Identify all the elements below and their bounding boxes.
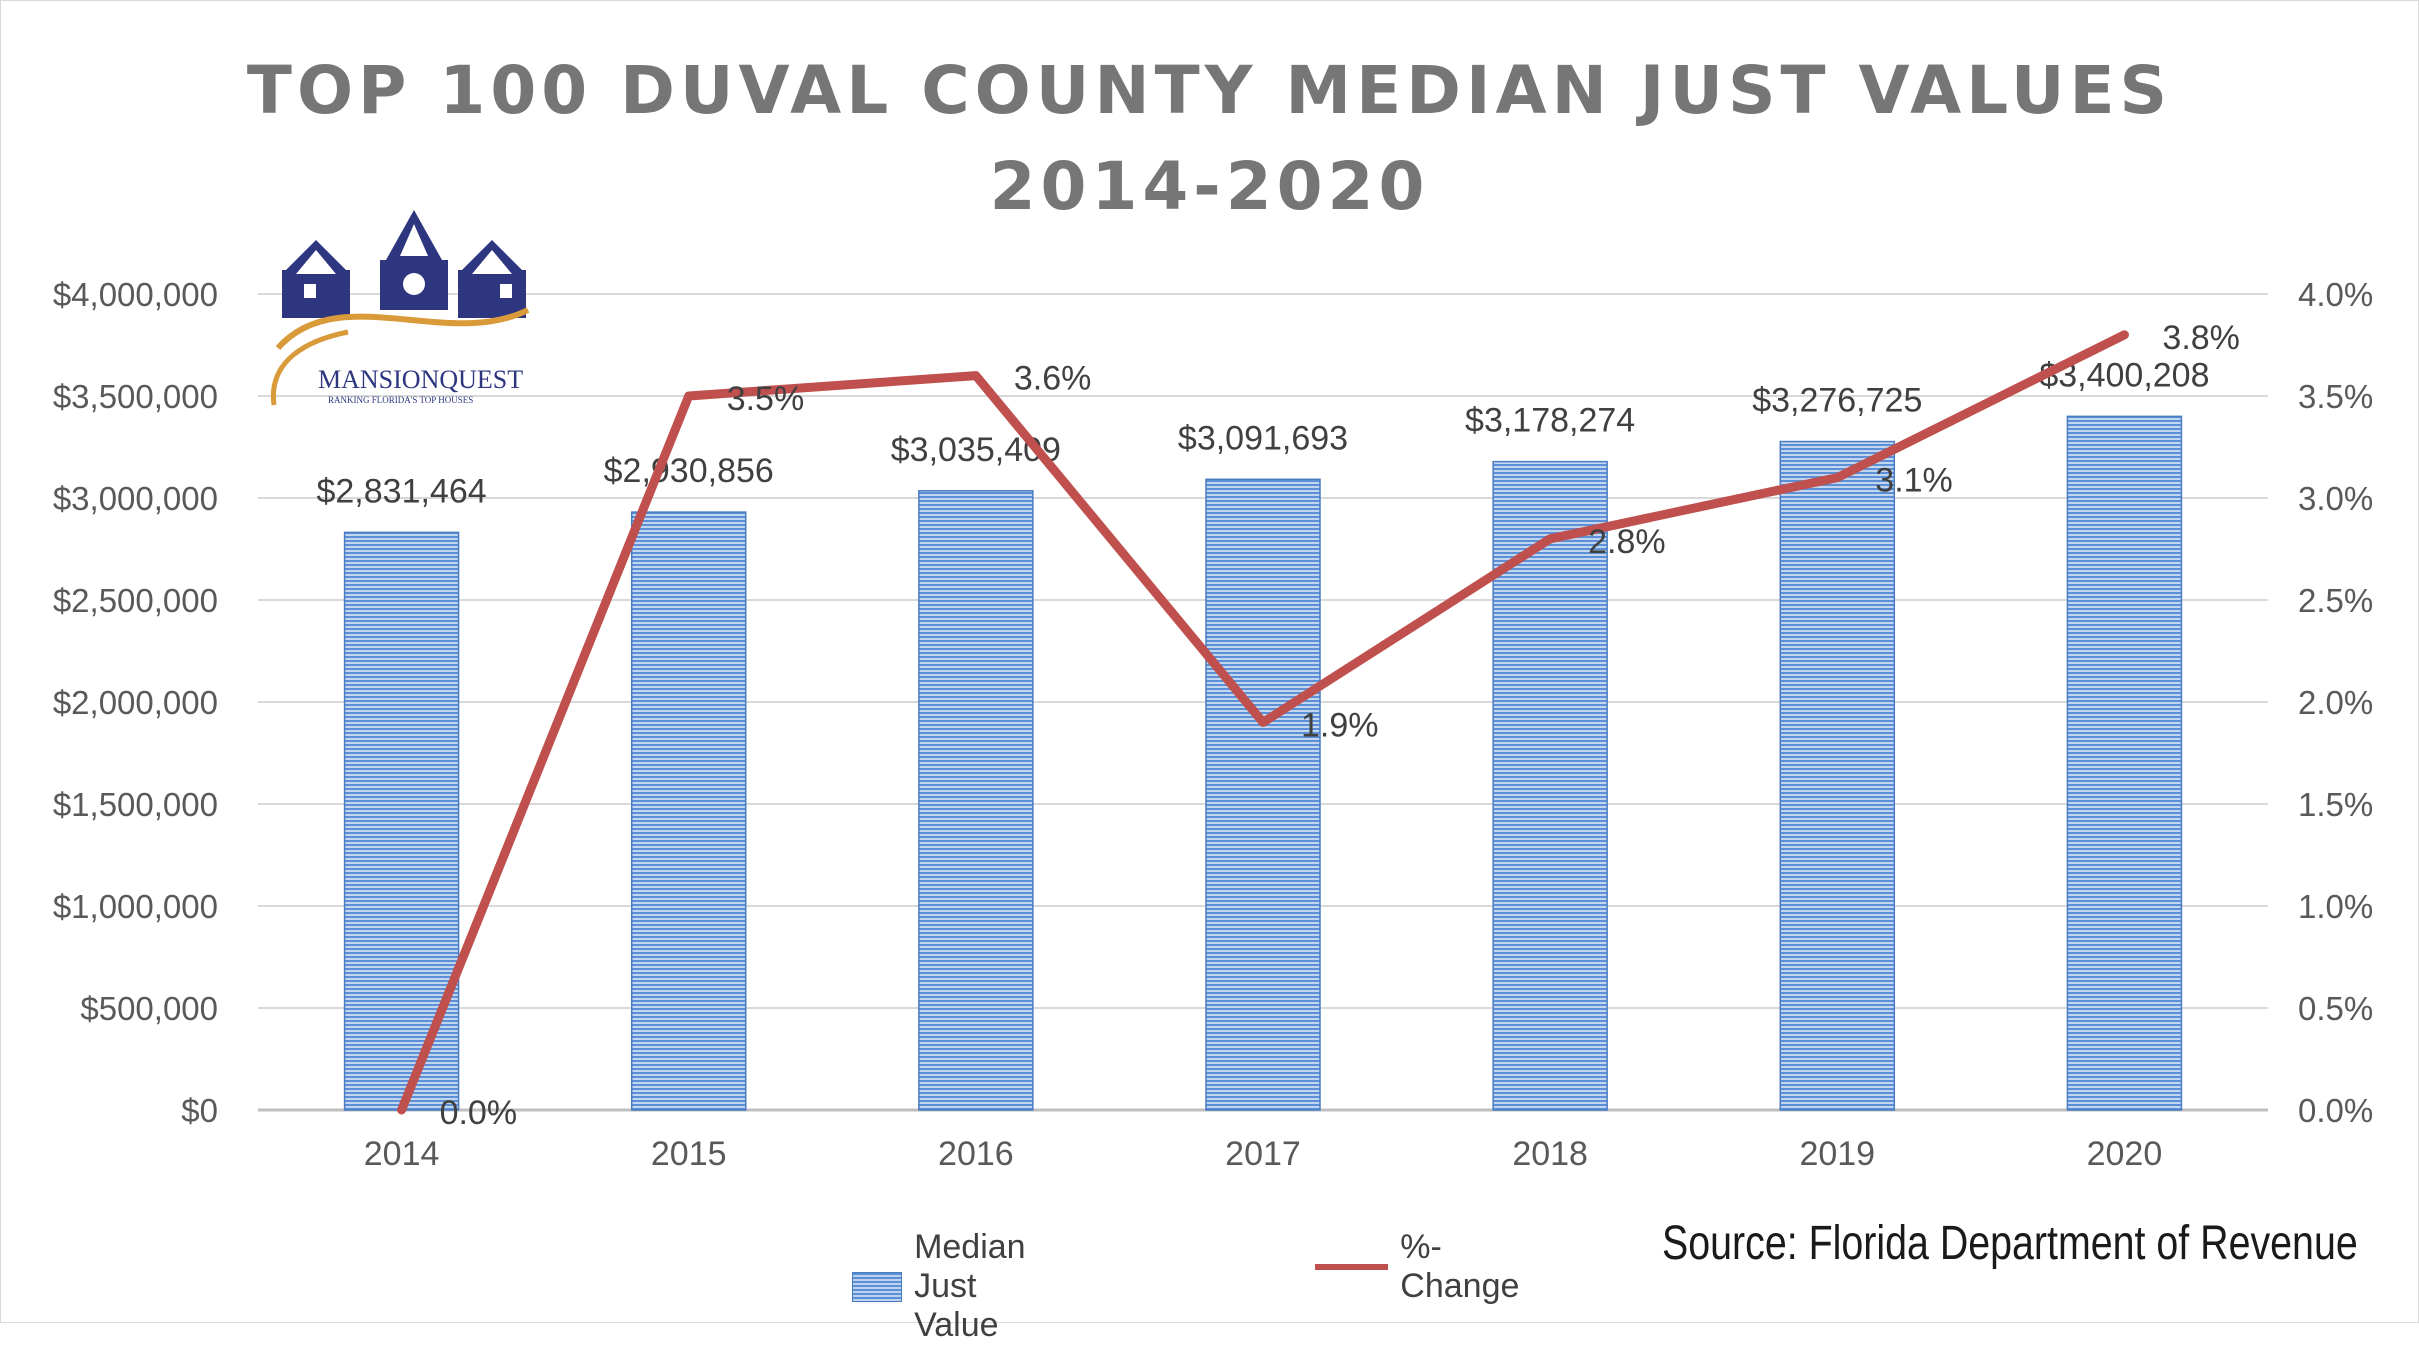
mansionquest-logo: MANSIONQUEST RANKING FLORIDA'S TOP HOUSE… bbox=[268, 210, 538, 425]
bar bbox=[1780, 442, 1894, 1110]
y-left-tick-label: $1,000,000 bbox=[53, 888, 218, 925]
y-right-tick-label: 3.5% bbox=[2298, 378, 2373, 415]
bar-data-label: $2,930,856 bbox=[604, 452, 774, 490]
y-left-tick-label: $3,000,000 bbox=[53, 480, 218, 517]
bar bbox=[345, 532, 459, 1110]
bar bbox=[632, 512, 746, 1110]
x-tick-label: 2020 bbox=[2087, 1135, 2163, 1173]
bar bbox=[919, 491, 1033, 1110]
y-left-tick-label: $1,500,000 bbox=[53, 786, 218, 823]
x-tick-label: 2015 bbox=[651, 1135, 727, 1173]
y-left-tick-label: $0 bbox=[181, 1092, 218, 1129]
line-data-label: 2.8% bbox=[1588, 523, 1666, 561]
line-data-label: 3.1% bbox=[1875, 462, 1953, 500]
y-right-tick-label: 2.5% bbox=[2298, 582, 2373, 619]
logo-name: MANSIONQUEST bbox=[318, 365, 523, 394]
y-left-tick-label: $500,000 bbox=[80, 990, 218, 1027]
y-right-tick-label: 0.5% bbox=[2298, 990, 2373, 1027]
y-right-tick-label: 1.5% bbox=[2298, 786, 2373, 823]
legend-bar-swatch bbox=[852, 1272, 902, 1302]
legend-label-change: %-Change bbox=[1400, 1228, 1534, 1306]
y-right-tick-label: 1.0% bbox=[2298, 888, 2373, 925]
y-right-tick-label: 4.0% bbox=[2298, 276, 2373, 313]
line-data-label: 3.6% bbox=[1014, 360, 1092, 398]
bar bbox=[2067, 416, 2181, 1110]
bar-data-label: $3,178,274 bbox=[1465, 402, 1635, 440]
legend-item-median: Median Just Value bbox=[852, 1228, 1066, 1345]
y-left-tick-label: $4,000,000 bbox=[53, 276, 218, 313]
y-right-tick-label: 0.0% bbox=[2298, 1092, 2373, 1129]
bar-data-label: $3,276,725 bbox=[1752, 382, 1922, 420]
logo-tagline: RANKING FLORIDA'S TOP HOUSES bbox=[328, 395, 473, 405]
y-left-tick-label: $2,000,000 bbox=[53, 684, 218, 721]
y-left-tick-label: $3,500,000 bbox=[53, 378, 218, 415]
source-note: Source: Florida Department of Revenue bbox=[1662, 1216, 2358, 1271]
x-tick-label: 2019 bbox=[1799, 1135, 1875, 1173]
line-data-label: 3.8% bbox=[2162, 319, 2240, 357]
x-tick-label: 2017 bbox=[1225, 1135, 1301, 1173]
line-data-label: 3.5% bbox=[727, 380, 805, 418]
x-tick-label: 2016 bbox=[938, 1135, 1014, 1173]
y-right-tick-label: 3.0% bbox=[2298, 480, 2373, 517]
line-data-label: 0.0% bbox=[440, 1094, 517, 1132]
x-tick-label: 2014 bbox=[364, 1135, 440, 1173]
bar-data-label: $3,091,693 bbox=[1178, 419, 1348, 457]
line-data-label: 1.9% bbox=[1301, 706, 1379, 744]
legend-label-median: Median Just Value bbox=[914, 1228, 1065, 1345]
legend-item-change: %-Change bbox=[1315, 1228, 1534, 1306]
y-right-tick-label: 2.0% bbox=[2298, 684, 2373, 721]
bar-data-label: $2,831,464 bbox=[316, 472, 486, 510]
bar bbox=[1206, 479, 1320, 1110]
legend-line-swatch bbox=[1315, 1264, 1388, 1270]
x-tick-label: 2018 bbox=[1512, 1135, 1588, 1173]
y-left-tick-label: $2,500,000 bbox=[53, 582, 218, 619]
